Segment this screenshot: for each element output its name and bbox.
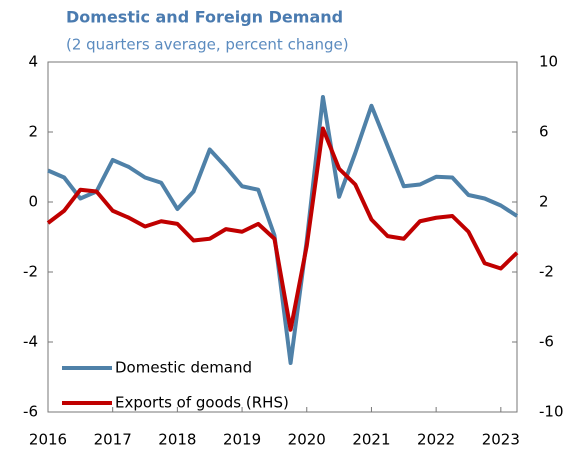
legend-label: Exports of goods (RHS) (115, 394, 289, 412)
x-tick-label: 2022 (417, 431, 455, 449)
y2-tick-label: 2 (539, 193, 549, 211)
y-tick-label: -4 (23, 333, 38, 351)
chart-subtitle: (2 quarters average, percent change) (66, 36, 349, 54)
x-tick-label: 2023 (482, 431, 520, 449)
y2-tick-label: -6 (539, 333, 554, 351)
x-tick-label: 2019 (223, 431, 261, 449)
y-tick-label: -6 (23, 403, 38, 421)
y-tick-label: -2 (23, 263, 38, 281)
x-tick-label: 2021 (352, 431, 390, 449)
x-tick-label: 2018 (158, 431, 196, 449)
x-tick-label: 2017 (94, 431, 132, 449)
series-line (47, 95, 519, 365)
y-tick-label: 4 (28, 53, 38, 71)
x-tick-label: 2020 (288, 431, 326, 449)
y-tick-label: 2 (28, 123, 38, 141)
plot-frame (47, 61, 518, 413)
y2-tick-label: 6 (539, 123, 549, 141)
series-line (46, 126, 519, 332)
x-tick-label: 2016 (29, 431, 67, 449)
y2-tick-label: 10 (539, 53, 558, 71)
legend-label: Domestic demand (115, 359, 252, 377)
chart-title: Domestic and Foreign Demand (66, 8, 343, 27)
y-tick-label: 0 (28, 193, 38, 211)
y2-tick-label: -10 (539, 403, 564, 421)
y2-tick-label: -2 (539, 263, 554, 281)
